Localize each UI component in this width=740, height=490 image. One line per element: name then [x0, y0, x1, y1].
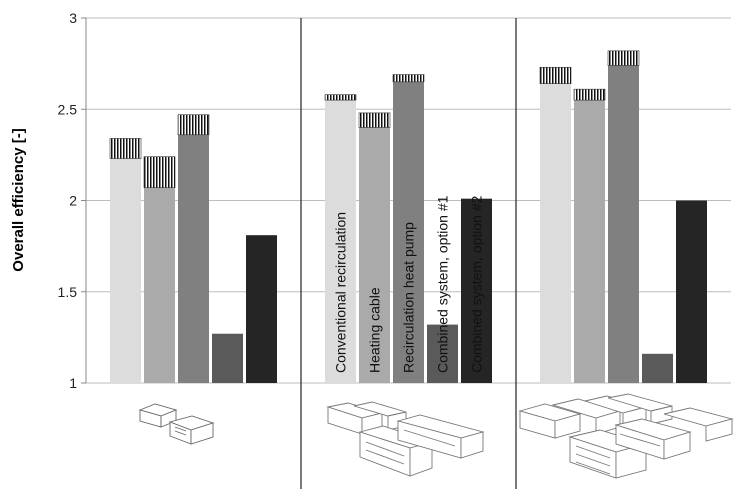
y-tick-label: 2.5 [58, 101, 78, 117]
y-tick-label: 3 [69, 10, 77, 26]
bar-hatched-segment [143, 156, 176, 189]
bar-category-label: Conventional recirculation [333, 212, 349, 373]
bar [540, 83, 571, 383]
bars [109, 50, 707, 383]
bar [427, 324, 458, 383]
bar-hatched-segment [109, 138, 142, 159]
two-small-buildings-icon [138, 403, 215, 445]
bar [574, 100, 605, 383]
bar-hatched-segment [539, 66, 572, 85]
bar [178, 134, 209, 383]
bar [246, 235, 277, 383]
bar-category-label: Combined system, option #1 [435, 195, 451, 373]
bar [325, 100, 356, 383]
four-row-buildings-icon [326, 401, 485, 477]
bar-labels: Conventional recirculation Heating cable R… [333, 195, 485, 373]
y-tick-label: 1 [69, 375, 77, 391]
bar-hatched-segment [607, 50, 640, 66]
bar [608, 65, 639, 383]
bar-hatched-segment [392, 74, 425, 83]
bar [359, 127, 390, 383]
bar [212, 333, 243, 383]
bar-category-label: Combined system, option #2 [469, 195, 485, 373]
bar [642, 353, 673, 383]
bar-hatched-segment [177, 114, 210, 136]
bar [461, 198, 492, 383]
y-tick-label: 2 [69, 193, 77, 209]
bar [144, 187, 175, 383]
bar-hatched-segment [573, 88, 606, 101]
bar-category-label: Recirculation heat pump [401, 222, 417, 373]
group-dividers [300, 18, 517, 489]
bar [110, 158, 141, 383]
y-tick-label: 1.5 [58, 284, 78, 300]
bar-hatched-segment [324, 94, 357, 101]
bar [393, 81, 424, 383]
bar-hatched-segment [358, 112, 391, 128]
bar-category-label: Heating cable [367, 287, 383, 373]
y-axis: 1 1.5 2 2.5 3 [58, 10, 87, 391]
many-large-buildings-icon [518, 393, 734, 479]
y-axis-label: Overall efficiency [-] [10, 128, 27, 271]
bar [676, 200, 707, 383]
